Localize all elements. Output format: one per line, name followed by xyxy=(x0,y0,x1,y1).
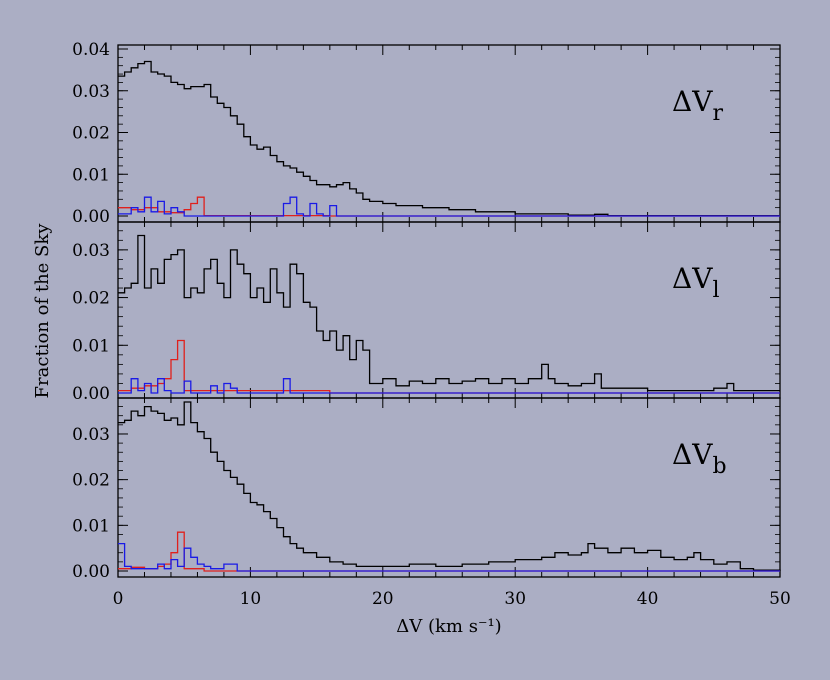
y-tick-label: 0.01 xyxy=(72,165,110,185)
y-tick-label: 0.00 xyxy=(72,562,110,582)
y-tick-label: 0.03 xyxy=(72,425,110,445)
x-tick-labels: 0 10 20 30 40 50 xyxy=(113,589,791,609)
x-tick-label: 50 xyxy=(769,589,791,609)
panel-label: ΔVr xyxy=(672,85,723,126)
series-line xyxy=(118,234,780,392)
series-line xyxy=(118,60,780,217)
y-tick-label: 0.03 xyxy=(72,241,110,261)
series-line xyxy=(118,531,780,572)
x-tick-label: 20 xyxy=(372,589,394,609)
panel-frame xyxy=(117,221,781,399)
y-tick-label: 0.00 xyxy=(72,384,110,404)
y-axis-title: Fraction of the Sky xyxy=(32,223,53,399)
x-tick-label: 40 xyxy=(637,589,659,609)
panel-frame xyxy=(117,397,781,578)
panel-3: 0.00 0.01 0.02 0.03 ΔVb xyxy=(72,397,781,582)
plot-panels: 0.00 0.01 0.02 0.03 0.04 ΔVr 0.00 0.01 0.02 0.03 Δ… xyxy=(72,40,781,582)
panel-2: 0.00 0.01 0.02 0.03 ΔVl xyxy=(72,221,781,404)
x-tick-label: 10 xyxy=(240,589,262,609)
x-tick-label: 0 xyxy=(113,589,124,609)
panel-label: ΔVl xyxy=(672,262,720,303)
y-tick-label: 0.00 xyxy=(72,207,110,227)
y-tick-label: 0.03 xyxy=(72,82,110,102)
x-tick-label: 30 xyxy=(504,589,526,609)
series-line xyxy=(118,401,781,571)
y-tick-label: 0.02 xyxy=(72,471,110,491)
y-tick-label: 0.01 xyxy=(72,516,110,536)
panel-label: ΔVb xyxy=(672,438,727,479)
series-line xyxy=(118,378,780,394)
x-axis-title: ΔV (km s⁻¹) xyxy=(396,616,501,637)
panel-1: 0.00 0.01 0.02 0.03 0.04 ΔVr xyxy=(72,40,781,227)
series-line xyxy=(118,196,780,217)
series-line xyxy=(118,339,780,394)
series-line xyxy=(118,542,780,572)
y-tick-label: 0.04 xyxy=(72,40,110,60)
y-tick-label: 0.02 xyxy=(72,124,110,144)
panel-frame xyxy=(117,44,781,223)
series-line xyxy=(118,196,780,217)
y-tick-label: 0.01 xyxy=(72,336,110,356)
y-tick-label: 0.02 xyxy=(72,289,110,309)
